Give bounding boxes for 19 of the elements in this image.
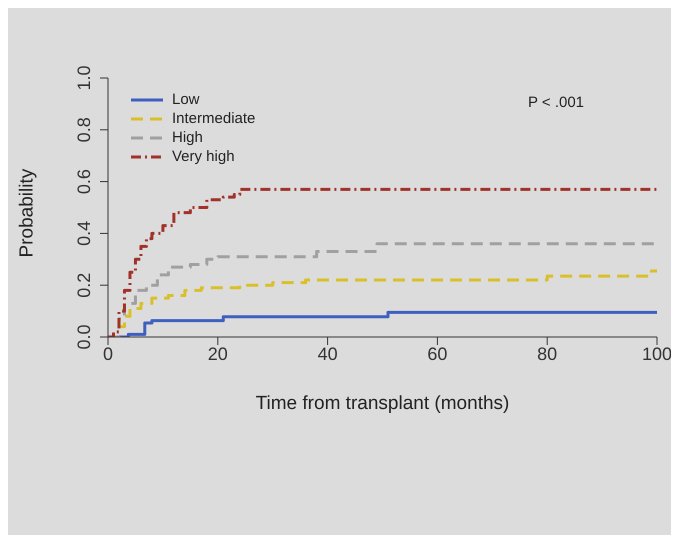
legend-label: High bbox=[172, 129, 203, 146]
legend-label: Very high bbox=[172, 148, 235, 165]
y-tick-label: 1.0 bbox=[74, 65, 94, 91]
legend-label: Intermediate bbox=[172, 110, 256, 127]
x-tick-label: 0 bbox=[102, 344, 114, 364]
y-axis-title: Probability bbox=[16, 168, 38, 258]
x-axis-title: Time from transplant (months) bbox=[256, 393, 510, 414]
y-tick-label: 0.8 bbox=[74, 117, 94, 142]
y-tick-label: 0.2 bbox=[74, 272, 94, 298]
x-tick-label: 80 bbox=[537, 344, 558, 364]
x-tick-label: 20 bbox=[208, 344, 228, 364]
annotation: P < .001 bbox=[528, 94, 584, 111]
x-tick-label: 100 bbox=[642, 344, 672, 364]
x-tick-label: 60 bbox=[427, 344, 448, 364]
y-tick-label: 0.0 bbox=[74, 324, 94, 350]
x-tick-label: 40 bbox=[318, 344, 338, 364]
y-tick-label: 0.6 bbox=[74, 169, 94, 194]
y-tick-label: 0.4 bbox=[74, 220, 94, 246]
legend-label: Low bbox=[172, 91, 200, 108]
